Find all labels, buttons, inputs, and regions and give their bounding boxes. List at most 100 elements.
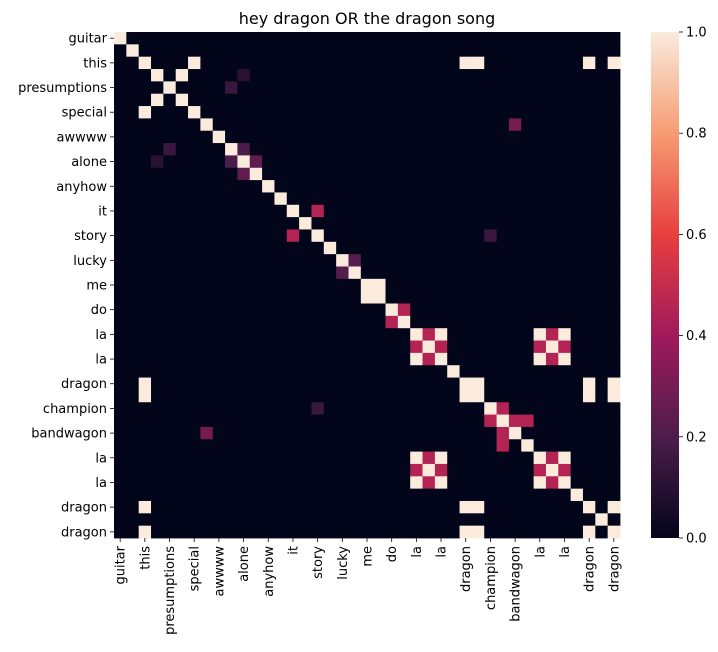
heatmap-cell	[163, 155, 177, 169]
heatmap-cell	[484, 278, 497, 292]
heatmap-cell	[410, 377, 423, 391]
heatmap-cell	[163, 513, 177, 527]
heatmap-cell	[311, 513, 325, 527]
heatmap-cell	[138, 217, 152, 230]
heatmap-cell	[311, 93, 325, 107]
heatmap-cell	[212, 106, 226, 119]
heatmap-cell	[545, 365, 559, 378]
heatmap-cell	[323, 32, 337, 45]
heatmap-cell	[521, 278, 535, 292]
heatmap-cell	[175, 241, 189, 255]
heatmap-cell	[373, 106, 386, 119]
heatmap-cell	[582, 439, 596, 453]
heatmap-cell	[422, 500, 436, 514]
heatmap-cell	[286, 402, 300, 415]
heatmap-cell	[249, 32, 263, 45]
heatmap-cell	[397, 32, 411, 45]
heatmap-cell	[471, 291, 485, 304]
heatmap-cell	[114, 414, 127, 428]
heatmap-cell	[459, 513, 473, 527]
heatmap-cell	[126, 56, 140, 70]
heatmap-cell	[249, 402, 263, 415]
heatmap-cell	[138, 241, 152, 255]
heatmap-cell	[348, 69, 362, 82]
heatmap-cell	[249, 69, 263, 82]
heatmap-cell	[212, 439, 226, 453]
heatmap-cell	[496, 328, 510, 341]
heatmap-cell	[459, 106, 473, 119]
heatmap-cell	[237, 167, 251, 181]
heatmap-cell	[496, 229, 510, 243]
heatmap-cell	[595, 500, 609, 514]
heatmap-cell	[434, 340, 448, 354]
heatmap-cell	[299, 500, 312, 514]
heatmap-cell	[311, 56, 325, 70]
heatmap-cell	[336, 414, 349, 428]
heatmap-cell	[582, 81, 596, 95]
heatmap-cell	[508, 229, 522, 243]
heatmap-cell	[299, 340, 312, 354]
heatmap-cell	[175, 118, 189, 132]
heatmap-cell	[595, 155, 609, 169]
heatmap-cell	[434, 130, 448, 144]
heatmap-cell	[151, 155, 164, 169]
heatmap-cell	[249, 451, 263, 465]
heatmap-cell	[484, 118, 497, 132]
heatmap-cell	[410, 192, 423, 206]
heatmap-cell	[336, 93, 349, 107]
heatmap-cell	[200, 254, 214, 267]
heatmap-cell	[422, 426, 436, 440]
heatmap-cell	[323, 204, 337, 218]
heatmap-cell	[484, 81, 497, 95]
heatmap-cell	[114, 266, 127, 280]
x-tick-label: alone	[237, 546, 252, 582]
heatmap-cell	[410, 476, 423, 490]
heatmap-cell	[114, 328, 127, 341]
heatmap-cell	[607, 402, 621, 415]
heatmap-cell	[188, 69, 201, 82]
heatmap-cell	[348, 167, 362, 181]
heatmap-cell	[311, 167, 325, 181]
heatmap-cell	[225, 32, 238, 45]
heatmap-cell	[570, 488, 584, 502]
heatmap-cell	[274, 488, 288, 502]
x-tick-label: anyhow	[262, 546, 277, 597]
heatmap-cell	[138, 229, 152, 243]
heatmap-cell	[249, 328, 263, 341]
x-tick-label: la	[558, 546, 573, 558]
heatmap-cell	[397, 303, 411, 317]
heatmap-cell	[175, 56, 189, 70]
heatmap-cell	[114, 44, 127, 58]
heatmap-cell	[188, 118, 201, 132]
heatmap-cell	[558, 389, 572, 403]
heatmap-cell	[447, 155, 460, 169]
heatmap-cell	[373, 525, 386, 539]
heatmap-cell	[311, 340, 325, 354]
heatmap-cell	[212, 32, 226, 45]
heatmap-cell	[459, 217, 473, 230]
heatmap-cell	[262, 266, 275, 280]
heatmap-cell	[360, 476, 374, 490]
heatmap-cell	[558, 106, 572, 119]
heatmap-cell	[336, 451, 349, 465]
heatmap-cell	[373, 217, 386, 230]
heatmap-cell	[336, 56, 349, 70]
heatmap-cell	[126, 476, 140, 490]
heatmap-cell	[249, 56, 263, 70]
heatmap-cell	[447, 130, 460, 144]
heatmap-cell	[558, 81, 572, 95]
heatmap-cell	[286, 476, 300, 490]
heatmap-cell	[225, 525, 238, 539]
heatmap-cell	[200, 229, 214, 243]
heatmap-cell	[582, 303, 596, 317]
heatmap-cell	[262, 340, 275, 354]
heatmap-cell	[274, 365, 288, 378]
heatmap-cell	[373, 451, 386, 465]
heatmap-cell	[299, 315, 312, 329]
heatmap-cell	[484, 426, 497, 440]
heatmap-cell	[237, 439, 251, 453]
x-tick-label: la	[435, 546, 450, 558]
heatmap-cell	[595, 254, 609, 267]
heatmap-cell	[496, 130, 510, 144]
heatmap-cell	[570, 254, 584, 267]
